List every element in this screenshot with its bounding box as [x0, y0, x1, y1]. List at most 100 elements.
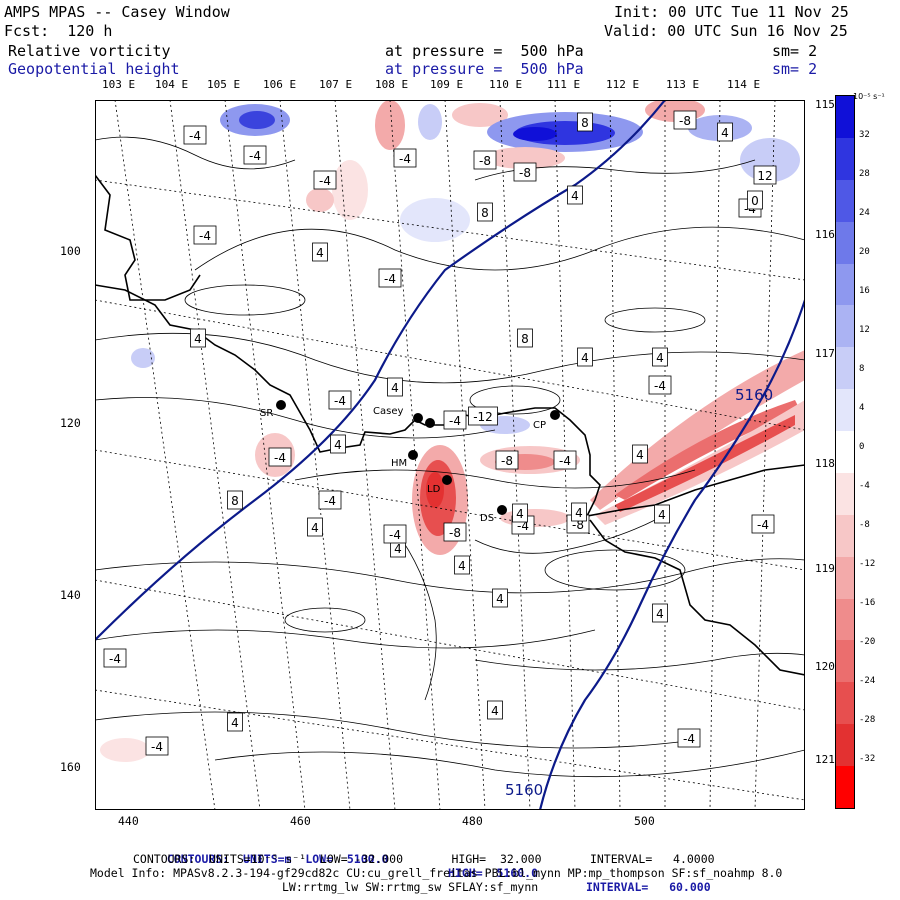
forecast-hour: Fcst: 120 h: [4, 22, 113, 40]
colorbar-label: 24: [859, 208, 870, 218]
colorbar-label: -20: [859, 637, 876, 647]
station-label: LD: [427, 484, 441, 495]
title-line-1: AMPS MPAS -- Casey Window: [4, 3, 230, 21]
contour-label: -4: [648, 375, 672, 395]
contour-label: 4: [227, 712, 243, 732]
contour-label: 12: [753, 165, 777, 185]
svg-text:-4: -4: [449, 414, 461, 428]
svg-text:-4: -4: [389, 528, 401, 542]
contour-label: 8: [227, 490, 243, 510]
svg-text:-8: -8: [449, 526, 461, 540]
x-tick: 460: [290, 814, 311, 828]
svg-text:-12: -12: [473, 410, 493, 424]
colorbar-label: 16: [859, 286, 870, 296]
svg-text:-4: -4: [683, 732, 695, 746]
svg-text:4: 4: [491, 704, 499, 718]
colorbar: [835, 95, 855, 809]
contour-label: 8: [577, 112, 593, 132]
contour-label: 4: [652, 347, 668, 367]
contour-label: 4: [487, 700, 503, 720]
contour-label: -4: [553, 450, 577, 470]
svg-text:4: 4: [311, 521, 319, 535]
colorbar-label: -28: [859, 715, 876, 725]
contour-label: -4: [393, 148, 417, 168]
y-tick: 160: [60, 760, 81, 774]
station-label: CP: [533, 420, 546, 431]
lon-label: 106 E: [263, 78, 297, 91]
station-marker: [442, 475, 452, 485]
station-label: DS: [480, 513, 494, 524]
svg-text:4: 4: [656, 351, 664, 365]
colorbar-swatch: [836, 137, 854, 181]
lon-label: 105 E: [207, 78, 241, 91]
field1-name: Relative vorticity: [8, 42, 171, 60]
svg-text:-8: -8: [501, 454, 513, 468]
station-label: Casey: [373, 406, 403, 417]
svg-text:8: 8: [581, 116, 589, 130]
svg-text:-4: -4: [249, 149, 261, 163]
contour-label: 4: [312, 242, 328, 262]
colorbar-label: 20: [859, 247, 870, 257]
station-marker: [408, 450, 418, 460]
lon-label: 103 E: [102, 78, 136, 91]
colorbar-swatch: [836, 263, 854, 306]
station-label: HM: [391, 458, 407, 469]
svg-text:4: 4: [391, 381, 399, 395]
colorbar-swatch: [836, 640, 854, 683]
field1-smoothing: sm= 2: [772, 42, 818, 60]
colorbar-label: 0: [859, 442, 865, 452]
svg-text:4: 4: [636, 448, 644, 462]
station-label: SR: [260, 408, 273, 419]
svg-text:-4: -4: [189, 129, 201, 143]
field1-level: at pressure = 500 hPa: [385, 42, 584, 60]
svg-text:-4: -4: [334, 394, 346, 408]
contour-label: -8: [513, 162, 537, 182]
field2-name: Geopotential height: [8, 60, 180, 78]
lon-label: 104 E: [155, 78, 189, 91]
svg-text:-4: -4: [399, 152, 411, 166]
contour-label: -4: [268, 447, 292, 467]
contour-label: 4: [307, 517, 323, 537]
map-frame: [95, 100, 805, 810]
svg-text:4: 4: [458, 559, 466, 573]
station-marker: [550, 410, 560, 420]
contour-label: 0: [747, 190, 763, 210]
colorbar-swatch: [836, 305, 854, 348]
stations: SR Casey HM CP DS LD: [260, 400, 560, 524]
svg-text:4: 4: [721, 126, 729, 140]
lon-label: 107 E: [319, 78, 353, 91]
svg-text:4: 4: [394, 542, 402, 556]
y-tick: 100: [60, 244, 81, 258]
contour-label: -4: [383, 524, 407, 544]
svg-text:4: 4: [658, 508, 666, 522]
colorbar-label: -16: [859, 598, 876, 608]
contour-label: -4: [677, 728, 701, 748]
svg-text:4: 4: [334, 438, 342, 452]
lon-label: 113 E: [666, 78, 700, 91]
svg-text:-4: -4: [151, 740, 163, 754]
contour-label: 4: [654, 504, 670, 524]
colorbar-label: -4: [859, 481, 870, 491]
colorbar-label: -12: [859, 559, 876, 569]
contour-label: -8: [495, 450, 519, 470]
colorbar-swatch: [836, 221, 854, 265]
station-marker: [276, 400, 286, 410]
svg-text:12: 12: [757, 169, 772, 183]
contour-label: 4: [717, 122, 733, 142]
contour-label: -8: [473, 150, 497, 170]
colorbar-swatch: [836, 347, 854, 390]
contour-label: -4: [193, 225, 217, 245]
contour-label: -4: [328, 390, 352, 410]
lon-label: 111 E: [547, 78, 581, 91]
colorbar-swatch: [836, 389, 854, 432]
contour-label: 4: [454, 555, 470, 575]
colorbar-units: 10⁻⁵ s⁻¹: [853, 92, 885, 101]
y-tick: 120: [60, 416, 81, 430]
contour-label: 4: [512, 503, 528, 523]
colorbar-label: 4: [859, 403, 865, 413]
station-marker: [413, 413, 423, 423]
svg-text:4: 4: [194, 332, 202, 346]
contour-label: -4: [243, 145, 267, 165]
contour-label: -4: [183, 125, 207, 145]
coastline: [95, 174, 805, 676]
